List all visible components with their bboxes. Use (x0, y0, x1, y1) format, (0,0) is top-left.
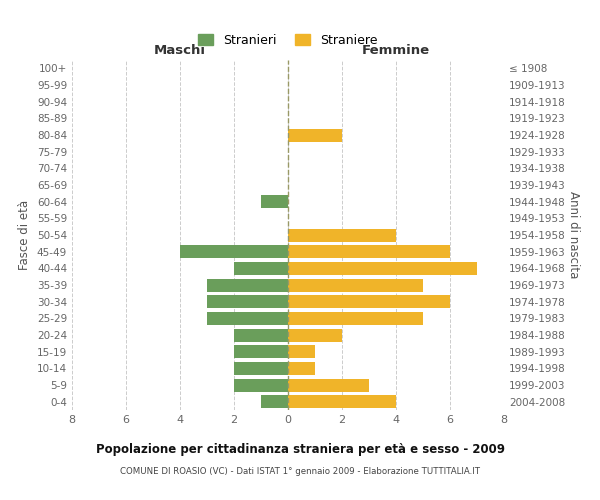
Bar (288, 295, 450, 308)
Bar (234, 362, 288, 375)
Text: COMUNE DI ROASIO (VC) - Dati ISTAT 1° gennaio 2009 - Elaborazione TUTTITALIA.IT: COMUNE DI ROASIO (VC) - Dati ISTAT 1° ge… (120, 468, 480, 476)
Bar (288, 245, 450, 258)
Text: Maschi: Maschi (154, 44, 206, 57)
Bar (234, 345, 288, 358)
Bar (288, 378, 369, 392)
Bar (234, 328, 288, 342)
Bar (180, 245, 288, 258)
Bar (234, 378, 288, 392)
Y-axis label: Anni di nascita: Anni di nascita (566, 192, 580, 278)
Bar (288, 278, 423, 291)
Bar (288, 262, 477, 275)
Bar (288, 395, 396, 408)
Bar (207, 278, 288, 291)
Bar (207, 312, 288, 325)
Bar (288, 328, 342, 342)
Bar (261, 195, 288, 208)
Text: Popolazione per cittadinanza straniera per età e sesso - 2009: Popolazione per cittadinanza straniera p… (95, 442, 505, 456)
Bar (261, 395, 288, 408)
Bar (288, 228, 396, 241)
Y-axis label: Fasce di età: Fasce di età (19, 200, 31, 270)
Bar (288, 345, 315, 358)
Legend: Stranieri, Straniere: Stranieri, Straniere (198, 34, 378, 47)
Bar (288, 128, 342, 141)
Text: Femmine: Femmine (362, 44, 430, 57)
Bar (288, 362, 315, 375)
Bar (207, 295, 288, 308)
Bar (288, 312, 423, 325)
Bar (234, 262, 288, 275)
